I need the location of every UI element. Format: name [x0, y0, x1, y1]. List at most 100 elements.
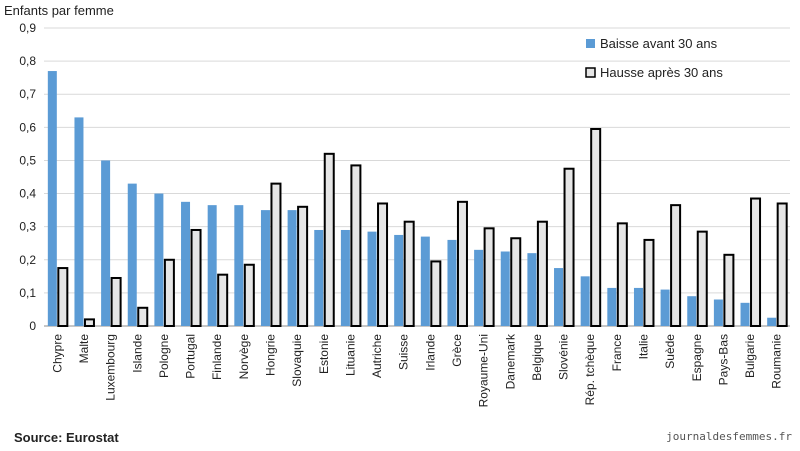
legend-swatch-baisse [586, 39, 595, 48]
bar-hausse-apres-30 [190, 228, 202, 328]
bar-hausse-apres-30 [616, 222, 628, 328]
y-tick-label: 0,5 [19, 153, 36, 167]
bar-hausse-apres-30 [297, 205, 309, 327]
x-category-label: Islande [130, 334, 144, 373]
bar-baisse-avant-30 [287, 210, 297, 326]
bar-hausse-apres-30 [323, 152, 335, 327]
bar-hausse-apres-30 [350, 164, 362, 327]
bar-baisse-avant-30 [687, 296, 697, 326]
bar-hausse-apres-30 [563, 167, 575, 327]
bar-baisse-avant-30 [420, 236, 430, 326]
x-category-label: Pologne [157, 334, 171, 378]
x-category-label: Slovénie [557, 334, 571, 380]
bar-baisse-avant-30 [500, 251, 510, 326]
bar-hausse-apres-30 [456, 200, 468, 327]
x-category-label: Estonie [317, 334, 331, 374]
x-category-label: Portugal [184, 334, 198, 379]
bar-baisse-avant-30 [447, 239, 457, 326]
x-category-label: Hongrie [263, 334, 277, 376]
bar-baisse-avant-30 [607, 287, 617, 326]
x-category-label: Pays-Bas [716, 334, 730, 385]
bar-hausse-apres-30 [670, 204, 682, 327]
bar-baisse-avant-30 [660, 289, 670, 326]
y-tick-label: 0,9 [19, 21, 36, 35]
x-category-label: Irlande [423, 334, 437, 371]
y-tick-label: 0,4 [19, 187, 36, 201]
bar-baisse-avant-30 [527, 253, 537, 326]
legend-label-hausse: Hausse après 30 ans [600, 65, 723, 80]
x-category-label: Lituanie [343, 334, 357, 376]
bar-baisse-avant-30 [474, 249, 484, 326]
legend-swatch-hausse [585, 67, 596, 78]
x-category-label: Espagne [690, 334, 704, 382]
y-tick-label: 0,7 [19, 87, 36, 101]
bar-hausse-apres-30 [57, 267, 69, 327]
x-category-label: Chypre [50, 334, 64, 373]
site-credit: journaldesfemmes.fr [666, 430, 792, 443]
x-category-label: Italie [636, 334, 650, 360]
gridlines [44, 27, 790, 327]
bar-baisse-avant-30 [394, 234, 404, 326]
x-category-label: Royaume-Uni [477, 334, 491, 407]
bar-baisse-avant-30 [580, 276, 590, 326]
x-category-label: Luxembourg [104, 334, 118, 401]
bar-baisse-avant-30 [713, 299, 723, 326]
bar-hausse-apres-30 [137, 306, 149, 327]
bar-baisse-avant-30 [127, 183, 137, 326]
bar-baisse-avant-30 [340, 229, 350, 326]
y-tick-label: 0,6 [19, 120, 36, 134]
bar-hausse-apres-30 [163, 258, 175, 327]
bar-hausse-apres-30 [643, 238, 655, 328]
bar-hausse-apres-30 [110, 276, 122, 328]
bar-hausse-apres-30 [83, 318, 95, 327]
x-category-label: Norvège [237, 334, 251, 380]
y-tick-label: 0,3 [19, 220, 36, 234]
x-category-label: Grèce [450, 334, 464, 367]
bar-hausse-apres-30 [270, 182, 282, 327]
x-axis-category-labels: Chypre Malte Luxembourg Islande Pologne Portu… [50, 333, 783, 407]
bar-baisse-avant-30 [47, 71, 57, 327]
bar-hausse-apres-30 [776, 202, 788, 327]
bar-baisse-avant-30 [260, 210, 270, 326]
x-category-label: France [610, 334, 624, 372]
bar-hausse-apres-30 [377, 202, 389, 327]
x-category-label: Danemark [503, 333, 517, 389]
legend: Baisse avant 30 ans Hausse après 30 ans [585, 36, 723, 80]
x-category-label: Suisse [397, 334, 411, 370]
y-tick-label: 0,1 [19, 286, 36, 300]
bar-hausse-apres-30 [510, 237, 522, 327]
x-category-label: Slovaquie [290, 334, 304, 387]
x-category-label: Autriche [370, 334, 384, 378]
bar-baisse-avant-30 [207, 205, 217, 326]
bar-hausse-apres-30 [696, 230, 708, 327]
y-tick-label: 0,8 [19, 54, 36, 68]
y-axis-title: Enfants par femme [4, 3, 114, 18]
legend-label-baisse: Baisse avant 30 ans [600, 36, 718, 51]
x-category-label: Finlande [210, 334, 224, 380]
x-category-label: Belgique [530, 334, 544, 381]
bar-hausse-apres-30 [403, 220, 415, 327]
bar-hausse-apres-30 [536, 220, 548, 327]
bar-baisse-avant-30 [181, 201, 191, 326]
bar-baisse-avant-30 [554, 268, 564, 326]
y-tick-label: 0 [29, 319, 36, 333]
bar-baisse-avant-30 [314, 229, 324, 326]
source-note: Source: Eurostat [14, 430, 119, 445]
bars [47, 71, 788, 328]
x-category-label: Malte [77, 334, 91, 364]
bar-baisse-avant-30 [74, 117, 84, 327]
bar-hausse-apres-30 [750, 197, 762, 327]
bar-hausse-apres-30 [243, 263, 255, 327]
bar-baisse-avant-30 [154, 193, 164, 326]
y-axis-ticks: 0 0,1 0,2 0,3 0,4 0,5 0,6 0,7 0,8 0,9 [19, 21, 36, 333]
x-category-label: Bulgarie [743, 334, 757, 378]
x-category-label: Suède [663, 334, 677, 369]
bar-hausse-apres-30 [483, 227, 495, 327]
bar-baisse-avant-30 [767, 317, 777, 326]
x-category-label: Roumanie [770, 334, 784, 389]
x-category-label: Rép. tchèque [583, 334, 597, 406]
bar-baisse-avant-30 [234, 205, 244, 326]
y-tick-label: 0,2 [19, 253, 36, 267]
bar-baisse-avant-30 [633, 287, 643, 326]
